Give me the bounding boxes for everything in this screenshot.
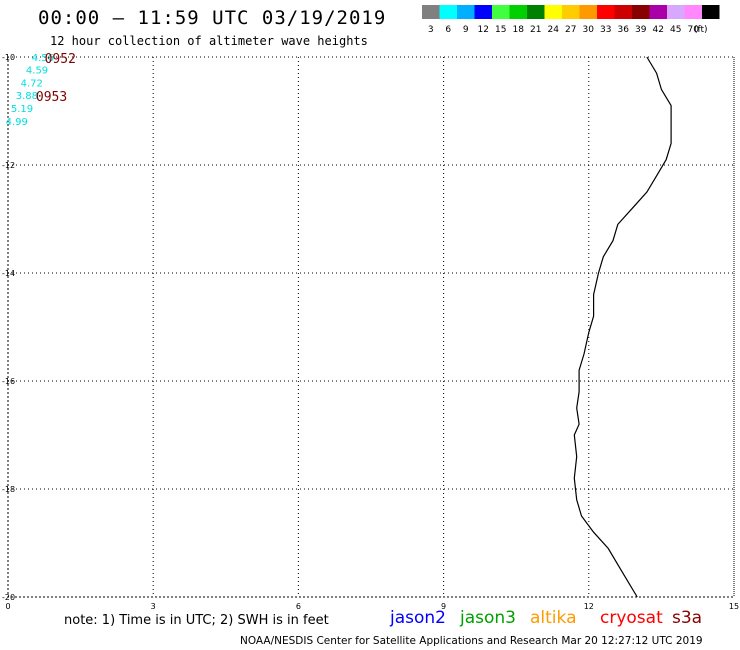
- lon-tick-label: 9: [441, 602, 446, 611]
- legend-label: 24: [548, 25, 560, 35]
- lon-tick-label: 3: [151, 602, 156, 611]
- legend-label: 39: [635, 25, 647, 35]
- lat-tick-label: -12: [2, 161, 15, 170]
- satellite-name: jason3: [460, 608, 516, 628]
- wave-height-value: 4.59: [26, 66, 48, 77]
- lon-tick-label: 6: [296, 602, 301, 611]
- lat-tick-label: -10: [2, 53, 15, 62]
- satellite-name: cryosat: [600, 608, 663, 628]
- map-grid: [7, 56, 735, 598]
- lat-tick-label: -18: [2, 485, 15, 494]
- legend-label: 27: [565, 25, 576, 35]
- lat-tick-label: -20: [2, 593, 15, 602]
- legend-label: 18: [513, 25, 525, 35]
- wave-height-legend: 3 6 9 12 15 18 21 24 27 30 33 36 39 42 45 70(ft): [422, 5, 720, 35]
- legend-swatch: [632, 5, 650, 19]
- legend-swatch: [649, 5, 667, 19]
- legend-label: 45: [670, 25, 681, 35]
- legend-label: 30: [583, 25, 595, 35]
- legend-label: 70: [688, 25, 700, 35]
- legend-unit: (ft): [694, 25, 708, 35]
- lon-tick-label: 15: [729, 602, 739, 611]
- legend-label: 6: [445, 25, 451, 35]
- wave-height-value: 5.19: [11, 104, 33, 115]
- legend-swatch: [684, 5, 702, 19]
- legend-swatch: [457, 5, 475, 19]
- coastline: [573, 56, 672, 598]
- legend-swatch: [667, 5, 685, 19]
- wave-height-value: 4.56: [32, 53, 54, 64]
- legend-label: 12: [478, 25, 489, 35]
- time-label: 0953: [36, 90, 67, 105]
- lat-tick-label: -16: [2, 377, 15, 386]
- time-label: 0952: [45, 52, 76, 67]
- legend-swatch: [509, 5, 527, 19]
- map-border: [7, 56, 735, 598]
- legend-swatch: [579, 5, 597, 19]
- wave-height-value: 3.88: [16, 91, 38, 102]
- legend-swatch: [614, 5, 632, 19]
- legend-swatch: [439, 5, 457, 19]
- legend-label: 36: [618, 25, 630, 35]
- observation-labels: 4.56 4.594.72 3.88 5.19 4.99 0952 0953: [6, 52, 76, 128]
- legend-swatch: [527, 5, 545, 19]
- satellite-name: altika: [530, 608, 577, 628]
- lon-tick-label: 0: [5, 602, 10, 611]
- wave-height-value: 4.72: [21, 78, 43, 89]
- legend-swatch: [562, 5, 580, 19]
- legend-swatch: [492, 5, 510, 19]
- lat-tick-label: -14: [2, 269, 15, 278]
- legend-label: 3: [428, 25, 434, 35]
- map-title: 00:00 – 11:59 UTC 03/19/2019: [38, 7, 387, 29]
- legend-swatch: [422, 5, 440, 19]
- axis-ticks: -10 -12 -14 -16 -18 -200 3 6 9 12 15: [2, 53, 739, 611]
- legend-label: 33: [600, 25, 611, 35]
- wave-height-value: 4.99: [6, 117, 28, 128]
- legend-label: 9: [463, 25, 469, 35]
- map-subtitle: 12 hour collection of altimeter wave hei…: [50, 34, 368, 48]
- legend-swatch: [597, 5, 615, 19]
- legend-swatch: [474, 5, 492, 19]
- legend-label: 15: [495, 25, 506, 35]
- legend-label: 42: [653, 25, 664, 35]
- legend-swatch: [702, 5, 720, 19]
- satellite-name: jason2: [390, 608, 446, 628]
- footer-credit: NOAA/NESDIS Center for Satellite Applica…: [240, 635, 703, 647]
- satellite-name: s3a: [672, 608, 703, 628]
- legend-swatch: [544, 5, 562, 19]
- legend-label: 21: [530, 25, 541, 35]
- footer-note: note: 1) Time is in UTC; 2) SWH is in fe…: [64, 613, 329, 628]
- lon-tick-label: 12: [584, 602, 594, 611]
